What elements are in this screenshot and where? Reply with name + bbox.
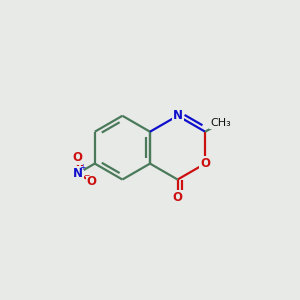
Text: O: O (86, 175, 97, 188)
Text: +: + (79, 163, 85, 172)
Text: O: O (73, 151, 83, 164)
Text: O: O (172, 190, 183, 204)
Text: CH₃: CH₃ (210, 118, 231, 128)
Text: N: N (73, 167, 83, 180)
Text: −: − (83, 171, 89, 180)
Text: O: O (200, 157, 210, 170)
Text: N: N (172, 109, 183, 122)
